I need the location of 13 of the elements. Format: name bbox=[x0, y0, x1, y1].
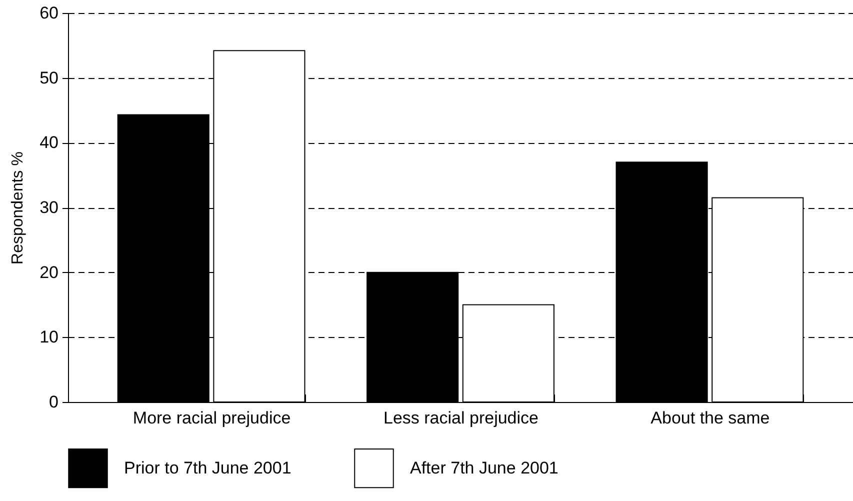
y-tick-label: 40 bbox=[40, 133, 58, 152]
y-tick-label: 50 bbox=[40, 68, 58, 88]
y-tick-label: 0 bbox=[49, 392, 58, 412]
y-axis-title: Respondents % bbox=[10, 152, 27, 264]
y-tick-label: 60 bbox=[40, 4, 58, 22]
legend-label: After 7th June 2001 bbox=[410, 458, 558, 478]
y-tick-label: 20 bbox=[40, 262, 58, 282]
legend-label: Prior to 7th June 2001 bbox=[124, 458, 292, 478]
y-tick-label: 10 bbox=[40, 328, 58, 347]
x-tick-label: Less racial prejudice bbox=[384, 408, 538, 428]
x-tick-label: About the same bbox=[650, 408, 770, 428]
x-tick-label: More racial prejudice bbox=[132, 408, 291, 428]
y-tick-label: 30 bbox=[40, 198, 58, 217]
